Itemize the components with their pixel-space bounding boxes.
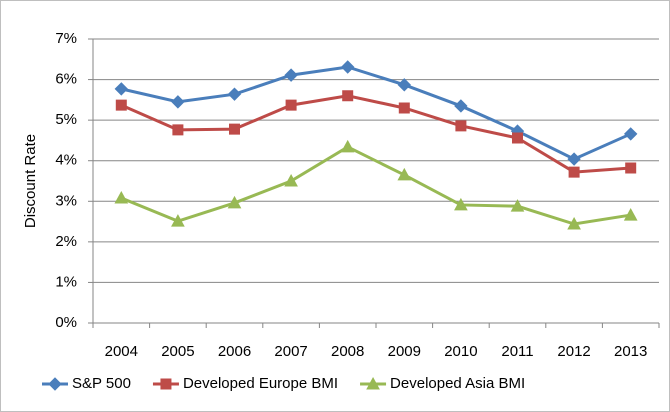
data-marker [567, 152, 581, 166]
data-marker [285, 99, 297, 111]
data-marker [398, 102, 410, 114]
x-tick-label: 2012 [557, 343, 590, 360]
y-tick-label: 3% [55, 192, 77, 209]
data-marker [114, 190, 129, 204]
legend-marker [366, 376, 380, 390]
data-marker [623, 208, 638, 221]
x-tick-label: 2005 [161, 343, 194, 360]
legend-label: Developed Asia BMI [390, 375, 525, 392]
data-marker [567, 216, 581, 230]
data-marker [397, 167, 412, 181]
x-tick-label: 2004 [105, 343, 138, 360]
data-marker [454, 197, 468, 211]
legend-marker [160, 378, 172, 390]
x-tick-label: 2013 [614, 343, 647, 360]
legend-marker [48, 377, 62, 391]
data-marker [397, 78, 412, 92]
data-marker [625, 162, 637, 174]
data-marker [227, 87, 242, 101]
data-marker [512, 132, 523, 144]
y-tick-label: 4% [55, 152, 77, 169]
data-marker [455, 120, 467, 132]
y-tick-label: 1% [55, 273, 77, 290]
data-marker [171, 214, 185, 227]
data-marker [172, 124, 184, 136]
data-marker [342, 90, 354, 102]
data-marker [568, 166, 580, 178]
x-tick-label: 2011 [501, 343, 533, 360]
y-tick-label: 7% [55, 30, 77, 47]
data-marker [510, 199, 525, 212]
data-marker [114, 82, 129, 96]
data-marker [115, 99, 127, 111]
y-tick-label: 2% [55, 233, 77, 250]
x-tick-label: 2009 [388, 343, 421, 360]
data-marker [340, 60, 355, 74]
data-marker [227, 195, 242, 209]
series-line [120, 65, 632, 161]
series-line [120, 145, 631, 226]
y-tick-label: 5% [55, 111, 77, 128]
x-tick-label: 2008 [331, 343, 364, 360]
data-marker [623, 127, 638, 141]
x-tick-label: 2010 [444, 343, 477, 360]
data-marker [454, 99, 468, 113]
data-marker [171, 95, 185, 109]
x-tick-label: 2007 [274, 343, 307, 360]
y-axis-label: Discount Rate [22, 134, 39, 228]
legend-label: Developed Europe BMI [183, 375, 338, 392]
legend-label: S&P 500 [72, 375, 131, 392]
data-marker [284, 173, 298, 187]
y-tick-label: 6% [55, 71, 77, 88]
data-marker [340, 139, 355, 153]
data-marker [284, 68, 298, 82]
x-tick-label: 2006 [218, 343, 251, 360]
series-line [120, 94, 631, 174]
data-marker [229, 123, 240, 135]
y-tick-label: 0% [55, 314, 77, 331]
